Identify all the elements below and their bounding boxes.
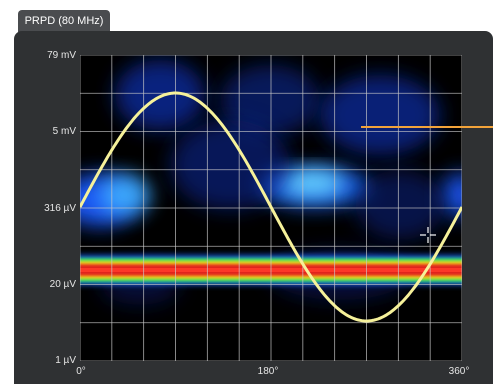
heatmap-cluster (100, 175, 150, 215)
y-tick-label: 5 mV (52, 126, 76, 137)
heatmap-cluster (320, 75, 440, 155)
x-tick-label: 0° (76, 366, 86, 377)
x-tick-label: 180° (257, 366, 279, 377)
crosshair-cursor-icon (420, 227, 436, 243)
heatmap-cluster (220, 65, 320, 135)
prpd-plot-area[interactable] (80, 55, 462, 361)
heatmap-cluster (115, 60, 205, 130)
heatmap-cluster (355, 170, 445, 240)
y-tick-label: 1 µV (55, 355, 76, 366)
tab-prpd[interactable]: PRPD (80 MHz) (18, 10, 110, 32)
y-tick-label: 79 mV (47, 50, 76, 61)
heatmap-cluster (442, 173, 462, 217)
prpd-heatmap-svg (80, 55, 462, 361)
phase-reference-sine (80, 91, 462, 323)
x-tick-label: 360° (448, 366, 470, 377)
heatmap-cluster (280, 170, 344, 196)
y-tick-label: 20 µV (49, 279, 76, 290)
annotation-pointer-line (361, 126, 493, 128)
y-tick-label: 316 µV (44, 203, 76, 214)
